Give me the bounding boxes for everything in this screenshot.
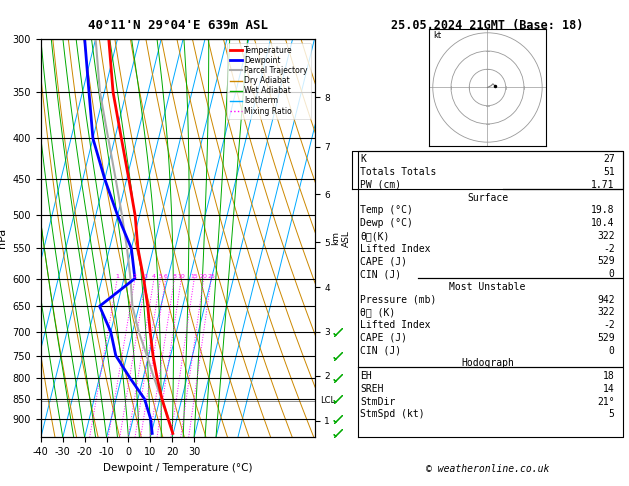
Text: Pressure (mb): Pressure (mb) [360, 295, 437, 305]
Text: 40°11'N 29°04'E 639m ASL: 40°11'N 29°04'E 639m ASL [87, 19, 268, 33]
Text: 20: 20 [200, 274, 208, 278]
Text: 25: 25 [208, 274, 215, 278]
Text: © weatheronline.co.uk: © weatheronline.co.uk [426, 464, 549, 474]
Text: 942: 942 [597, 295, 615, 305]
Text: 19.8: 19.8 [591, 206, 615, 215]
Text: PW (cm): PW (cm) [360, 180, 401, 190]
Text: 1: 1 [115, 274, 119, 278]
Text: 18: 18 [603, 371, 615, 381]
Text: 6: 6 [164, 274, 168, 278]
Text: 3: 3 [144, 274, 148, 278]
Text: 21°: 21° [597, 397, 615, 407]
Text: StmDir: StmDir [360, 397, 396, 407]
Text: 322: 322 [597, 231, 615, 241]
Text: 322: 322 [597, 308, 615, 317]
Text: EH: EH [360, 371, 372, 381]
Text: 5: 5 [159, 274, 162, 278]
Text: -2: -2 [603, 320, 615, 330]
Text: 8: 8 [172, 274, 176, 278]
Text: 51: 51 [603, 167, 615, 177]
Text: LCL: LCL [320, 397, 335, 405]
Text: 0: 0 [609, 346, 615, 356]
Text: Most Unstable: Most Unstable [449, 282, 526, 292]
Text: 4: 4 [152, 274, 156, 278]
Text: 10.4: 10.4 [591, 218, 615, 228]
Text: CIN (J): CIN (J) [360, 269, 401, 279]
Text: θᴘ(K): θᴘ(K) [360, 231, 390, 241]
Text: Surface: Surface [467, 193, 508, 203]
Text: 1.71: 1.71 [591, 180, 615, 190]
Y-axis label: hPa: hPa [0, 228, 7, 248]
Text: StmSpd (kt): StmSpd (kt) [360, 409, 425, 419]
Text: Lifted Index: Lifted Index [360, 243, 431, 254]
Text: -2: -2 [603, 243, 615, 254]
Text: kt: kt [433, 31, 441, 40]
Y-axis label: km
ASL: km ASL [331, 230, 351, 246]
Text: CAPE (J): CAPE (J) [360, 333, 408, 343]
Legend: Temperature, Dewpoint, Parcel Trajectory, Dry Adiabat, Wet Adiabat, Isotherm, Mi: Temperature, Dewpoint, Parcel Trajectory… [227, 43, 311, 119]
Text: Totals Totals: Totals Totals [360, 167, 437, 177]
Text: 10: 10 [177, 274, 185, 278]
Text: Lifted Index: Lifted Index [360, 320, 431, 330]
Text: K: K [360, 155, 366, 164]
Text: Hodograph: Hodograph [461, 358, 514, 368]
Text: 529: 529 [597, 257, 615, 266]
Text: 25.05.2024 21GMT (Base: 18): 25.05.2024 21GMT (Base: 18) [391, 19, 584, 33]
Text: 14: 14 [603, 384, 615, 394]
Text: SREH: SREH [360, 384, 384, 394]
X-axis label: Dewpoint / Temperature (°C): Dewpoint / Temperature (°C) [103, 463, 252, 473]
Text: 15: 15 [191, 274, 198, 278]
Text: CAPE (J): CAPE (J) [360, 257, 408, 266]
Text: CIN (J): CIN (J) [360, 346, 401, 356]
Text: 0: 0 [609, 269, 615, 279]
Text: Dewp (°C): Dewp (°C) [360, 218, 413, 228]
Text: θᴘ (K): θᴘ (K) [360, 308, 396, 317]
Text: 5: 5 [609, 409, 615, 419]
Text: Temp (°C): Temp (°C) [360, 206, 413, 215]
Text: 529: 529 [597, 333, 615, 343]
Text: 2: 2 [133, 274, 137, 278]
Text: 27: 27 [603, 155, 615, 164]
